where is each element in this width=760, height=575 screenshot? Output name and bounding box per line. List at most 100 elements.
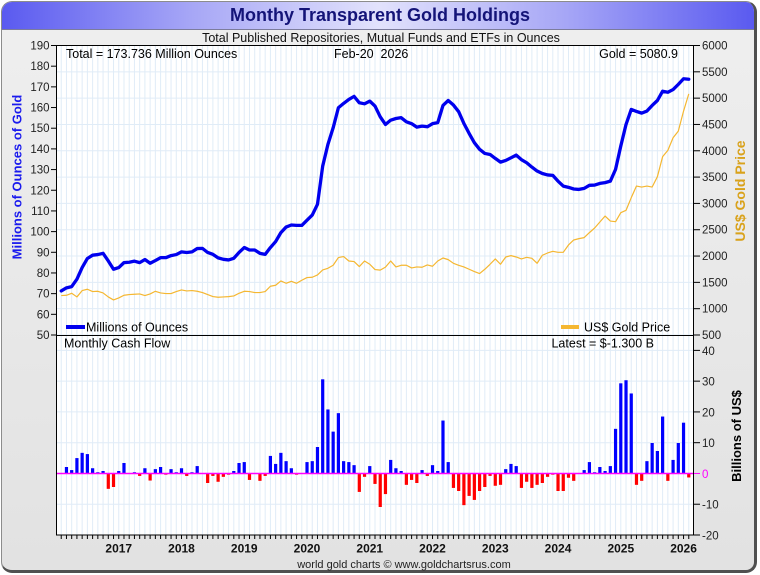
cash-flow-bar <box>357 473 361 492</box>
cash-flow-bar <box>545 473 550 477</box>
cash-flow-bar <box>504 469 508 474</box>
billions-axis-tick-label: 40 <box>702 346 715 358</box>
cash-flow-bar <box>608 466 612 474</box>
cash-flow-bar <box>268 455 273 474</box>
cash-flow-bar <box>263 473 267 476</box>
left-axis-tick-label: 90 <box>37 247 50 259</box>
cash-flow-bar <box>85 454 89 474</box>
chart-subtitle: Total Published Repositories, Mutual Fun… <box>202 31 560 45</box>
cash-flow-bar <box>148 473 152 481</box>
cash-flow-bar <box>650 443 654 474</box>
cash-flow-bar <box>436 471 440 474</box>
x-axis-year-label: 2018 <box>168 542 195 556</box>
cash-flow-bar <box>556 473 560 491</box>
cash-flow-bar <box>415 473 419 483</box>
cash-flow-bar <box>336 413 340 474</box>
cash-flow-bar <box>446 462 450 474</box>
x-axis-year-label: 2019 <box>231 542 258 556</box>
cash-flow-bar <box>493 473 497 486</box>
x-axis-year-label: 2022 <box>419 542 446 556</box>
cash-flow-bar <box>687 473 691 478</box>
cash-flow-bar <box>373 473 377 484</box>
cash-flow-bar <box>566 473 571 478</box>
cash-flow-bar <box>394 468 398 474</box>
price-axis-tick-label: 4500 <box>702 119 728 131</box>
legend-holdings-swatch <box>66 325 85 329</box>
total-holdings-annotation: Total = 173.736 Million Ounces <box>66 47 237 61</box>
billions-axis-tick-label: 20 <box>702 407 715 419</box>
cash-flow-bar <box>666 473 670 481</box>
cash-flow-bar <box>509 463 513 474</box>
left-axis-tick-label: 80 <box>37 268 50 280</box>
cash-flow-bar <box>399 471 403 474</box>
billions-axis-tick-label: -10 <box>702 500 719 512</box>
cash-flow-bar <box>472 473 476 500</box>
left-axis-tick-label: 170 <box>30 82 49 94</box>
cash-flow-bar <box>242 462 246 474</box>
cash-flow-bar <box>629 393 633 474</box>
left-axis-tick-label: 150 <box>30 123 49 135</box>
cash-flow-bar <box>122 463 126 474</box>
price-axis-tick-label: 6000 <box>702 41 728 53</box>
left-axis-tick-label: 180 <box>30 61 49 73</box>
holdings-line <box>59 77 691 293</box>
cash-flow-bar <box>624 380 628 474</box>
title-bar <box>2 2 754 30</box>
cash-flow-bar <box>347 462 351 474</box>
date-annotation: Feb-20 2026 <box>334 47 408 61</box>
x-axis-year-label: 2020 <box>294 542 321 556</box>
cash-flow-bar <box>561 473 565 491</box>
cash-flow-bar <box>540 473 544 483</box>
gold-price-annotation: Gold = 5080.9 <box>599 47 678 61</box>
right-axis-title-price: US$ Gold Price <box>732 140 748 241</box>
left-axis-tick-label: 130 <box>30 165 49 177</box>
cash-flow-bar <box>368 466 372 474</box>
cash-flow-bar <box>634 473 639 485</box>
left-axis-tick-label: 110 <box>31 206 49 218</box>
cash-flow-bar <box>195 466 199 474</box>
x-axis-year-label: 2023 <box>482 542 509 556</box>
cash-flow-bar <box>671 459 675 474</box>
cash-flow-bar <box>661 416 665 474</box>
price-axis-tick-label: 4000 <box>702 146 728 158</box>
left-axis-tick-label: 50 <box>37 330 50 342</box>
cash-flow-bar <box>462 473 466 506</box>
cash-flow-bar <box>420 470 424 474</box>
cash-flow-bar <box>410 473 414 480</box>
x-axis-year-label: 2021 <box>356 542 383 556</box>
left-axis-tick-label: 100 <box>30 227 49 239</box>
left-axis-tick-label: 70 <box>37 289 50 301</box>
cash-flow-bar <box>143 468 147 474</box>
cash-flow-bar <box>441 420 445 474</box>
x-axis-year-label: 2025 <box>607 542 634 556</box>
cash-flow-bar <box>305 462 309 474</box>
latest-cash-flow-annotation: Latest = $-1.300 B <box>551 337 654 351</box>
cash-flow-bar <box>91 468 95 474</box>
price-axis-tick-label: 3500 <box>702 172 728 184</box>
cash-flow-bar <box>206 473 210 483</box>
cash-flow-bar <box>321 379 325 474</box>
cash-flow-bar <box>383 473 388 495</box>
price-axis-tick-label: 1500 <box>702 277 728 289</box>
cash-flow-bar <box>498 473 503 485</box>
cash-flow-bar <box>274 463 278 474</box>
cash-flow-bar <box>153 469 157 474</box>
cash-flow-bar <box>676 443 680 474</box>
cash-flow-bar <box>362 473 367 477</box>
cash-flow-bar <box>603 471 607 474</box>
cash-flow-bar <box>681 422 686 474</box>
legend-price-swatch <box>561 325 579 329</box>
cash-flow-bar <box>106 473 110 489</box>
cash-flow-bars <box>56 379 694 507</box>
billions-axis-tick-label: 30 <box>702 377 715 389</box>
cash-flow-bar <box>645 461 649 474</box>
cash-flow-bar <box>587 462 592 474</box>
cash-flow-bar <box>535 473 539 485</box>
cash-flow-bar <box>457 473 461 491</box>
cash-flow-bar <box>169 469 173 474</box>
cash-flow-bar <box>404 473 408 485</box>
cash-flow-title: Monthly Cash Flow <box>64 337 171 351</box>
right-axis-title-billions: Billions of US$ <box>729 389 744 482</box>
price-axis-tick-label: 2500 <box>702 225 728 237</box>
